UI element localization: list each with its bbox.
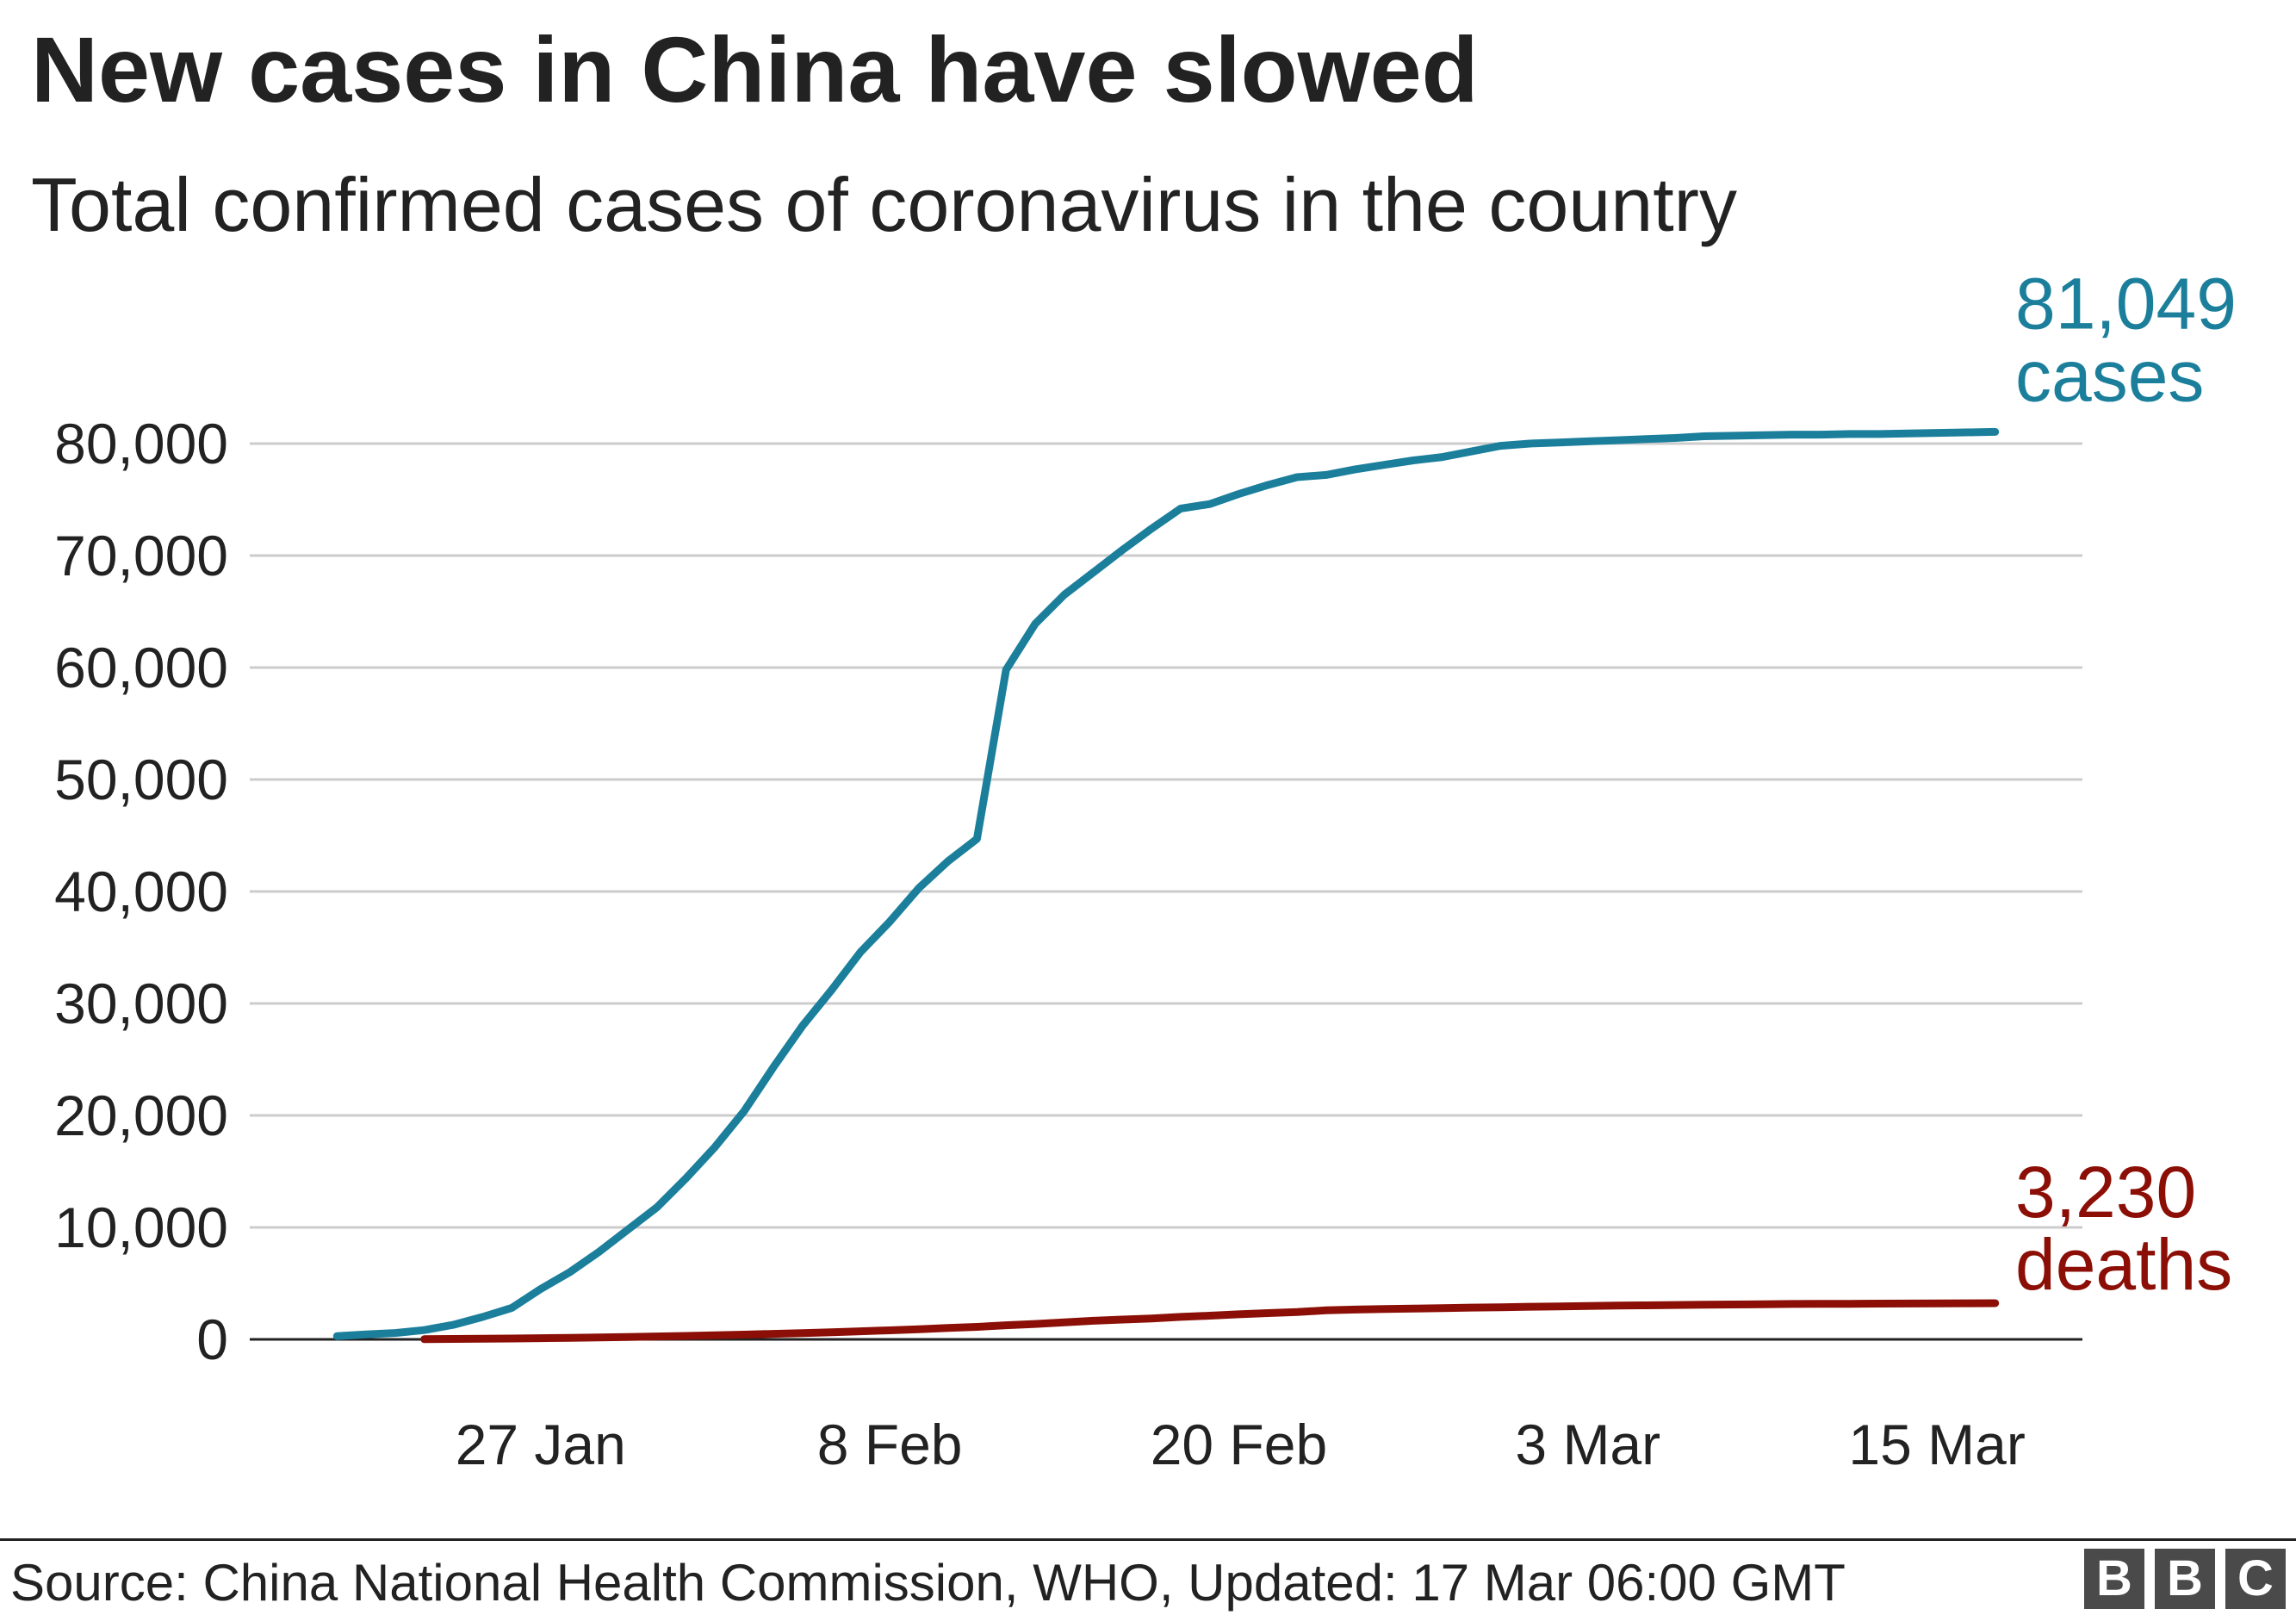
y-tick-label: 70,000 — [54, 524, 228, 587]
cases-series-line — [332, 427, 2000, 1340]
source-note: Source: China National Health Commission… — [10, 1554, 1846, 1612]
x-tick-label: 3 Mar — [1515, 1413, 1660, 1476]
cases-end-value: 81,049 — [2015, 263, 2237, 344]
y-tick-label: 0 — [196, 1308, 228, 1371]
y-tick-label: 60,000 — [54, 636, 228, 699]
y-tick-label: 40,000 — [54, 860, 228, 923]
bbc-logo: B B C — [2084, 1549, 2286, 1609]
line-chart: 0 10,000 20,000 30,000 40,000 50,000 60,000 70,… — [54, 263, 2237, 1476]
cases-end-unit: cases — [2015, 335, 2204, 416]
y-tick-label: 80,000 — [54, 412, 228, 475]
deaths-series-line — [420, 1299, 2000, 1344]
y-tick-label: 10,000 — [54, 1196, 228, 1259]
logo-letter: C — [2225, 1549, 2286, 1609]
y-axis-ticks: 0 10,000 20,000 30,000 40,000 50,000 60,000 70,… — [54, 412, 228, 1371]
series-lines — [332, 427, 2000, 1344]
x-axis-ticks: 27 Jan 8 Feb 20 Feb 3 Mar 15 Mar — [456, 1413, 2026, 1476]
deaths-end-unit: deaths — [2015, 1224, 2232, 1305]
y-tick-label: 30,000 — [54, 972, 228, 1035]
gridlines — [250, 442, 2082, 1341]
x-tick-label: 20 Feb — [1151, 1413, 1327, 1476]
x-tick-label: 15 Mar — [1848, 1413, 2025, 1476]
x-tick-label: 27 Jan — [456, 1413, 626, 1476]
footer-divider — [0, 1538, 2296, 1541]
y-tick-label: 50,000 — [54, 748, 228, 811]
logo-letter: B — [2155, 1549, 2215, 1609]
chart-subtitle: Total confirmed cases of coronavirus in … — [31, 162, 1737, 247]
y-tick-label: 20,000 — [54, 1084, 228, 1147]
logo-letter: B — [2084, 1549, 2144, 1609]
chart-title: New cases in China have slowed — [31, 17, 1479, 121]
deaths-end-value: 3,230 — [2015, 1152, 2196, 1233]
x-tick-label: 8 Feb — [817, 1413, 963, 1476]
